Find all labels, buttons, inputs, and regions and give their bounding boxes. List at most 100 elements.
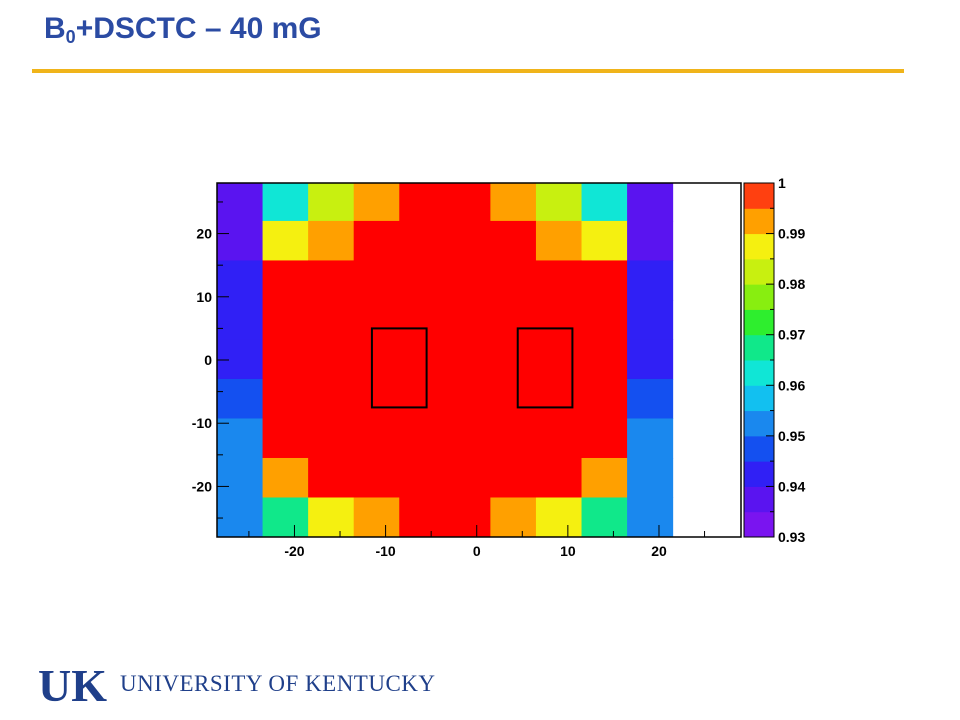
heatmap-cell [490, 260, 537, 301]
heatmap-cell [490, 299, 537, 340]
heatmap-cell [627, 220, 674, 261]
y-tick-label: -20 [192, 478, 212, 494]
heatmap-cell [444, 339, 491, 380]
heatmap-cell [490, 339, 537, 380]
heatmap-cell [490, 183, 537, 222]
heatmap-cell [262, 378, 309, 419]
title-underline [32, 69, 904, 73]
heatmap-cell [399, 378, 446, 419]
heatmap-cell [535, 183, 583, 222]
heatmap-cell [399, 299, 446, 340]
heatmap-cell [308, 378, 355, 419]
x-tick-label: -10 [375, 543, 395, 559]
heatmap-cell [262, 497, 309, 538]
palette-band [744, 233, 774, 260]
heatmap-cell [627, 378, 674, 419]
heatmap-cell [535, 299, 583, 340]
palette-tick-label: 0.96 [778, 377, 805, 393]
heatmap-cell [535, 497, 583, 538]
heatmap-cell [581, 418, 628, 459]
heatmap-cell [490, 378, 537, 419]
title-rest: +DSCTC – 40 mG [75, 12, 322, 45]
heatmap-cell [217, 260, 264, 301]
heatmap-cell [262, 418, 309, 459]
palette-band [744, 309, 774, 336]
heatmap-cell [262, 220, 309, 261]
palette-band [744, 435, 774, 462]
heatmap-cell [217, 457, 264, 498]
heatmap-cell [262, 183, 309, 222]
y-tick-label: 10 [196, 289, 212, 305]
slide-title: B0+DSCTC – 40 mG [44, 12, 322, 48]
heatmap-cell [444, 457, 491, 498]
palette-band [744, 486, 774, 513]
heatmap-cell [353, 339, 400, 380]
heatmap-cell [444, 418, 491, 459]
palette-tick-label: 0.95 [778, 428, 805, 444]
overlay-boxes [370, 327, 574, 409]
heatmap-cell [444, 260, 491, 301]
palette-tick-label: 0.98 [778, 276, 805, 292]
palette-tick-label: 0.99 [778, 226, 805, 242]
heatmap-cell [353, 260, 400, 301]
y-tick-label: 20 [196, 226, 212, 242]
heatmap-cell [535, 457, 583, 498]
x-tick-label: 20 [651, 543, 667, 559]
heatmap-cell [490, 497, 537, 538]
palette-band [744, 461, 774, 487]
heatmap-cell [627, 339, 674, 380]
palette-tick-label: 1 [778, 175, 786, 191]
palette-band [744, 385, 774, 412]
heatmap-cell [399, 183, 446, 222]
heatmap-cell [399, 497, 446, 538]
heatmap-cell [444, 497, 491, 538]
heatmap-cell [308, 339, 355, 380]
title-main: B [44, 12, 66, 45]
heatmap-cell [308, 497, 355, 538]
heatmap-cell [535, 378, 583, 419]
heatmap-cell [444, 378, 491, 419]
university-name: UNIVERSITY OF KENTUCKY [120, 671, 436, 696]
heatmap-cell [308, 418, 355, 459]
heatmap-cell [581, 497, 628, 538]
heatmap-cell [490, 418, 537, 459]
palette-band [744, 208, 774, 235]
heatmap-cell [353, 299, 400, 340]
heatmap-cell [535, 220, 583, 261]
heatmap-cell [353, 183, 400, 222]
heatmap-cell [627, 299, 674, 340]
palette-band [744, 334, 774, 361]
heatmap-cell [262, 457, 309, 498]
heatmap-cell [262, 339, 309, 380]
chart-axes: -20 -10 0 10 20 20 10 0 -10 -20 [192, 182, 742, 559]
heatmap-cell [627, 260, 674, 301]
heatmap-cell [581, 457, 628, 498]
heatmap-cell [217, 183, 264, 222]
heatmap-cell [353, 457, 400, 498]
heatmap-cell [308, 260, 355, 301]
uk-logo: UK [38, 661, 107, 707]
x-tick-label: 10 [560, 543, 576, 559]
heatmap-cell [444, 299, 491, 340]
heatmap-cell [353, 497, 400, 538]
heatmap-cell [262, 299, 309, 340]
heatmap-cell [581, 378, 628, 419]
y-tick-label: 0 [204, 352, 212, 368]
heatmap-cell [399, 260, 446, 301]
palette-band [744, 410, 774, 437]
heatmap-cell [353, 418, 400, 459]
heatmap-cell [490, 457, 537, 498]
heatmap-cell [490, 220, 537, 261]
x-tick-label: 0 [473, 543, 481, 559]
heatmap-cell [353, 378, 400, 419]
heatmap-cell [535, 260, 583, 301]
heatmap-cell [627, 183, 674, 222]
heatmap-cell [399, 457, 446, 498]
title-subscript: 0 [65, 27, 76, 47]
heatmap-cell [353, 220, 400, 261]
heatmap-cell [217, 339, 264, 380]
heatmap-cell [581, 220, 628, 261]
x-tick-label: -20 [284, 543, 304, 559]
heatmap-cell [627, 418, 674, 459]
